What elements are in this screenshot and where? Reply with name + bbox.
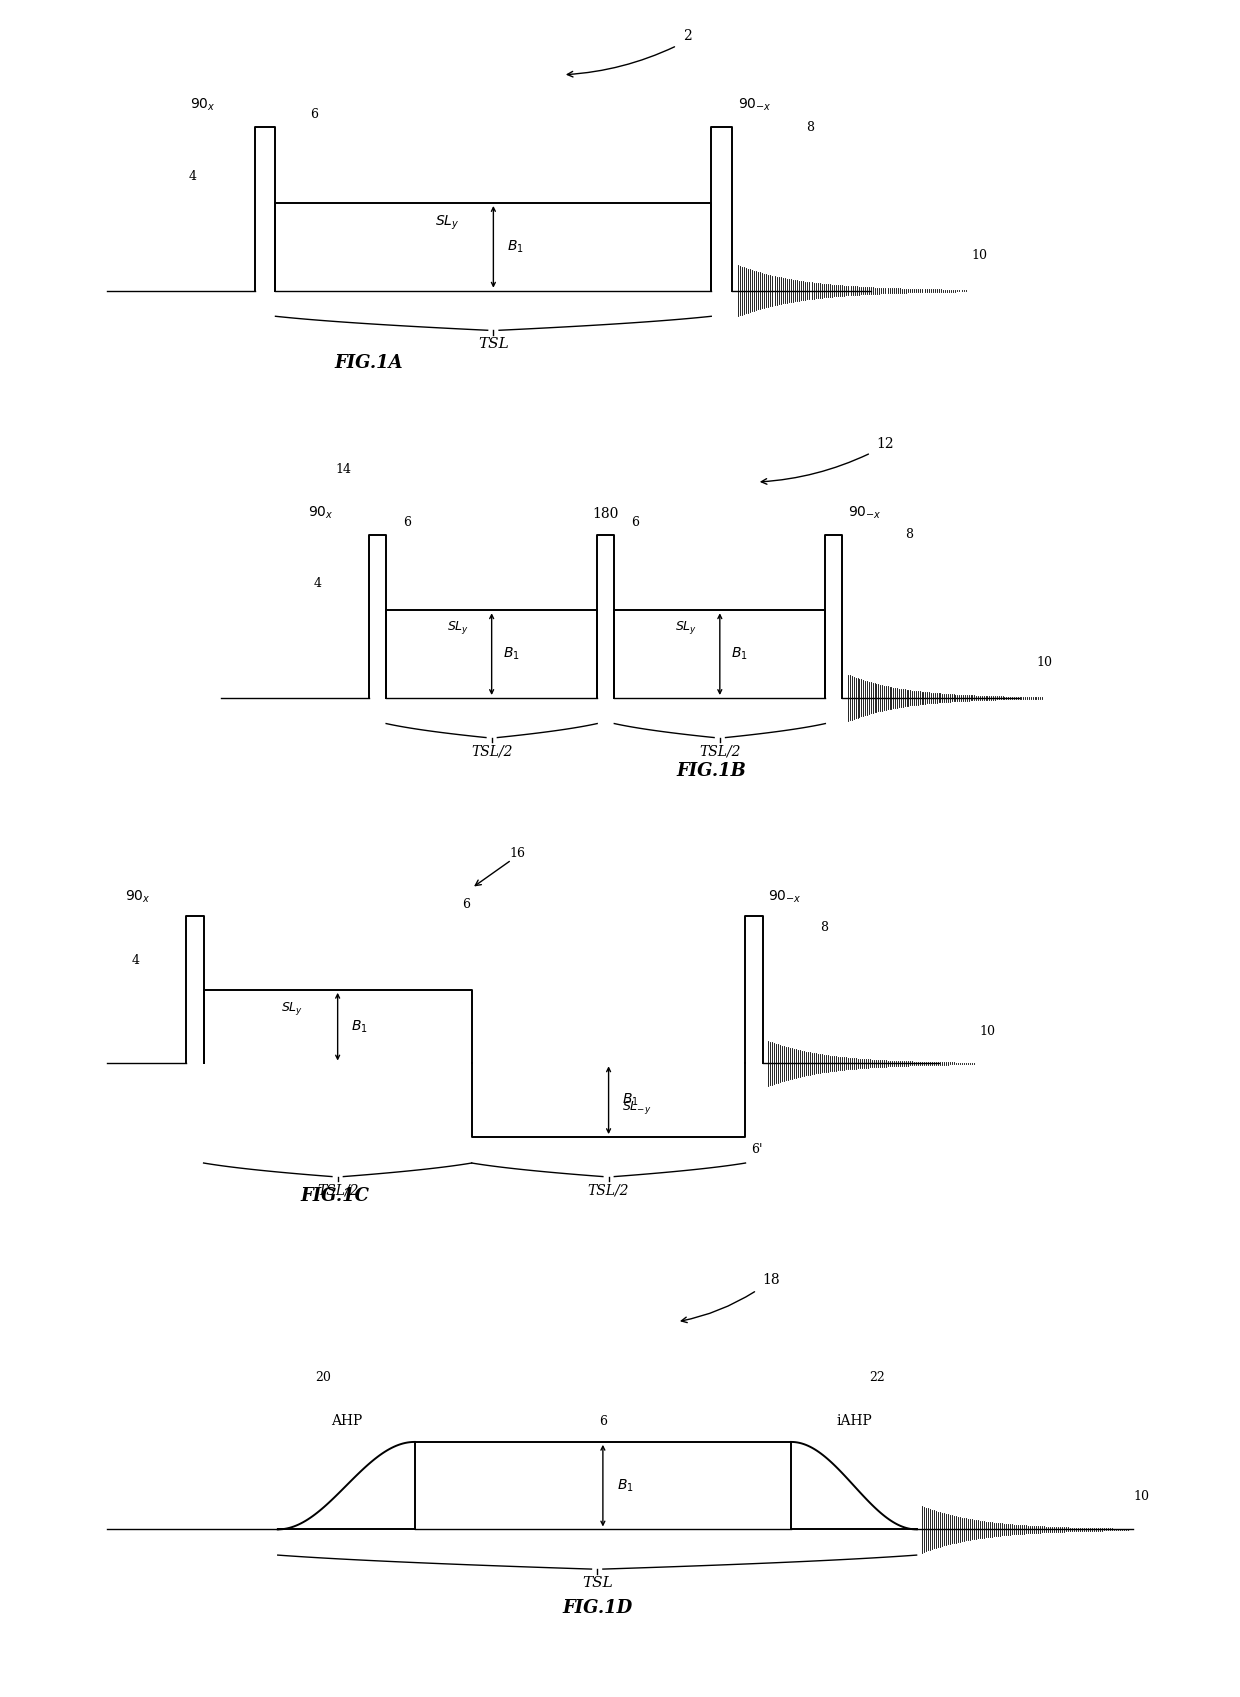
Text: 10: 10	[980, 1025, 996, 1039]
Text: FIG.1D: FIG.1D	[562, 1599, 632, 1617]
Text: 16: 16	[510, 847, 526, 860]
Text: $SL_{-y}$: $SL_{-y}$	[622, 1100, 652, 1117]
Text: 8: 8	[820, 921, 827, 933]
Text: $SL_y$: $SL_y$	[281, 1000, 304, 1017]
Text: TSL/2: TSL/2	[699, 745, 740, 759]
Text: $90_x$: $90_x$	[125, 889, 151, 905]
Text: $B_1$: $B_1$	[732, 647, 748, 662]
Text: FIG.1B: FIG.1B	[676, 762, 746, 779]
Text: TSL/2: TSL/2	[317, 1183, 358, 1198]
Text: TSL: TSL	[582, 1577, 613, 1590]
Text: $B_1$: $B_1$	[622, 1093, 639, 1108]
Text: 18: 18	[763, 1273, 780, 1286]
Text: 12: 12	[877, 436, 894, 450]
Text: $B_1$: $B_1$	[616, 1478, 634, 1493]
Text: 10: 10	[1037, 657, 1053, 669]
Text: 10: 10	[1133, 1490, 1149, 1504]
Text: FIG.1A: FIG.1A	[335, 355, 403, 372]
Text: iAHP: iAHP	[836, 1414, 872, 1427]
Text: TSL/2: TSL/2	[471, 745, 512, 759]
Text: FIG.1C: FIG.1C	[300, 1186, 370, 1205]
Text: 4: 4	[188, 170, 196, 183]
Text: $90_{-x}$: $90_{-x}$	[848, 504, 882, 521]
Text: 6: 6	[599, 1415, 606, 1427]
Text: 180: 180	[593, 507, 619, 521]
Text: 4: 4	[131, 954, 139, 967]
Text: 8: 8	[905, 528, 913, 541]
Text: $90_{-x}$: $90_{-x}$	[769, 889, 802, 905]
Text: $SL_y$: $SL_y$	[446, 619, 469, 636]
Text: 20: 20	[315, 1371, 331, 1383]
Text: 6': 6'	[751, 1142, 763, 1156]
Text: $B_1$: $B_1$	[507, 239, 523, 255]
Text: 14: 14	[335, 463, 351, 477]
Text: $90_{-x}$: $90_{-x}$	[738, 97, 771, 114]
Text: 2: 2	[683, 29, 692, 44]
Text: $90_x$: $90_x$	[190, 97, 216, 114]
Text: TSL: TSL	[477, 338, 508, 351]
Text: AHP: AHP	[331, 1414, 362, 1427]
Text: $90_x$: $90_x$	[308, 504, 334, 521]
Text: 10: 10	[971, 249, 987, 261]
Text: $SL_y$: $SL_y$	[675, 619, 697, 636]
Text: TSL/2: TSL/2	[588, 1183, 630, 1198]
Text: 22: 22	[869, 1371, 884, 1383]
Text: 6: 6	[631, 516, 640, 529]
Text: 4: 4	[314, 577, 321, 591]
Text: $SL_y$: $SL_y$	[435, 214, 459, 231]
Text: 6: 6	[403, 516, 412, 529]
Text: 8: 8	[806, 120, 813, 134]
Text: 6: 6	[310, 109, 317, 122]
Text: $B_1$: $B_1$	[351, 1018, 368, 1035]
Text: 6: 6	[463, 898, 470, 911]
Text: $B_1$: $B_1$	[503, 647, 520, 662]
